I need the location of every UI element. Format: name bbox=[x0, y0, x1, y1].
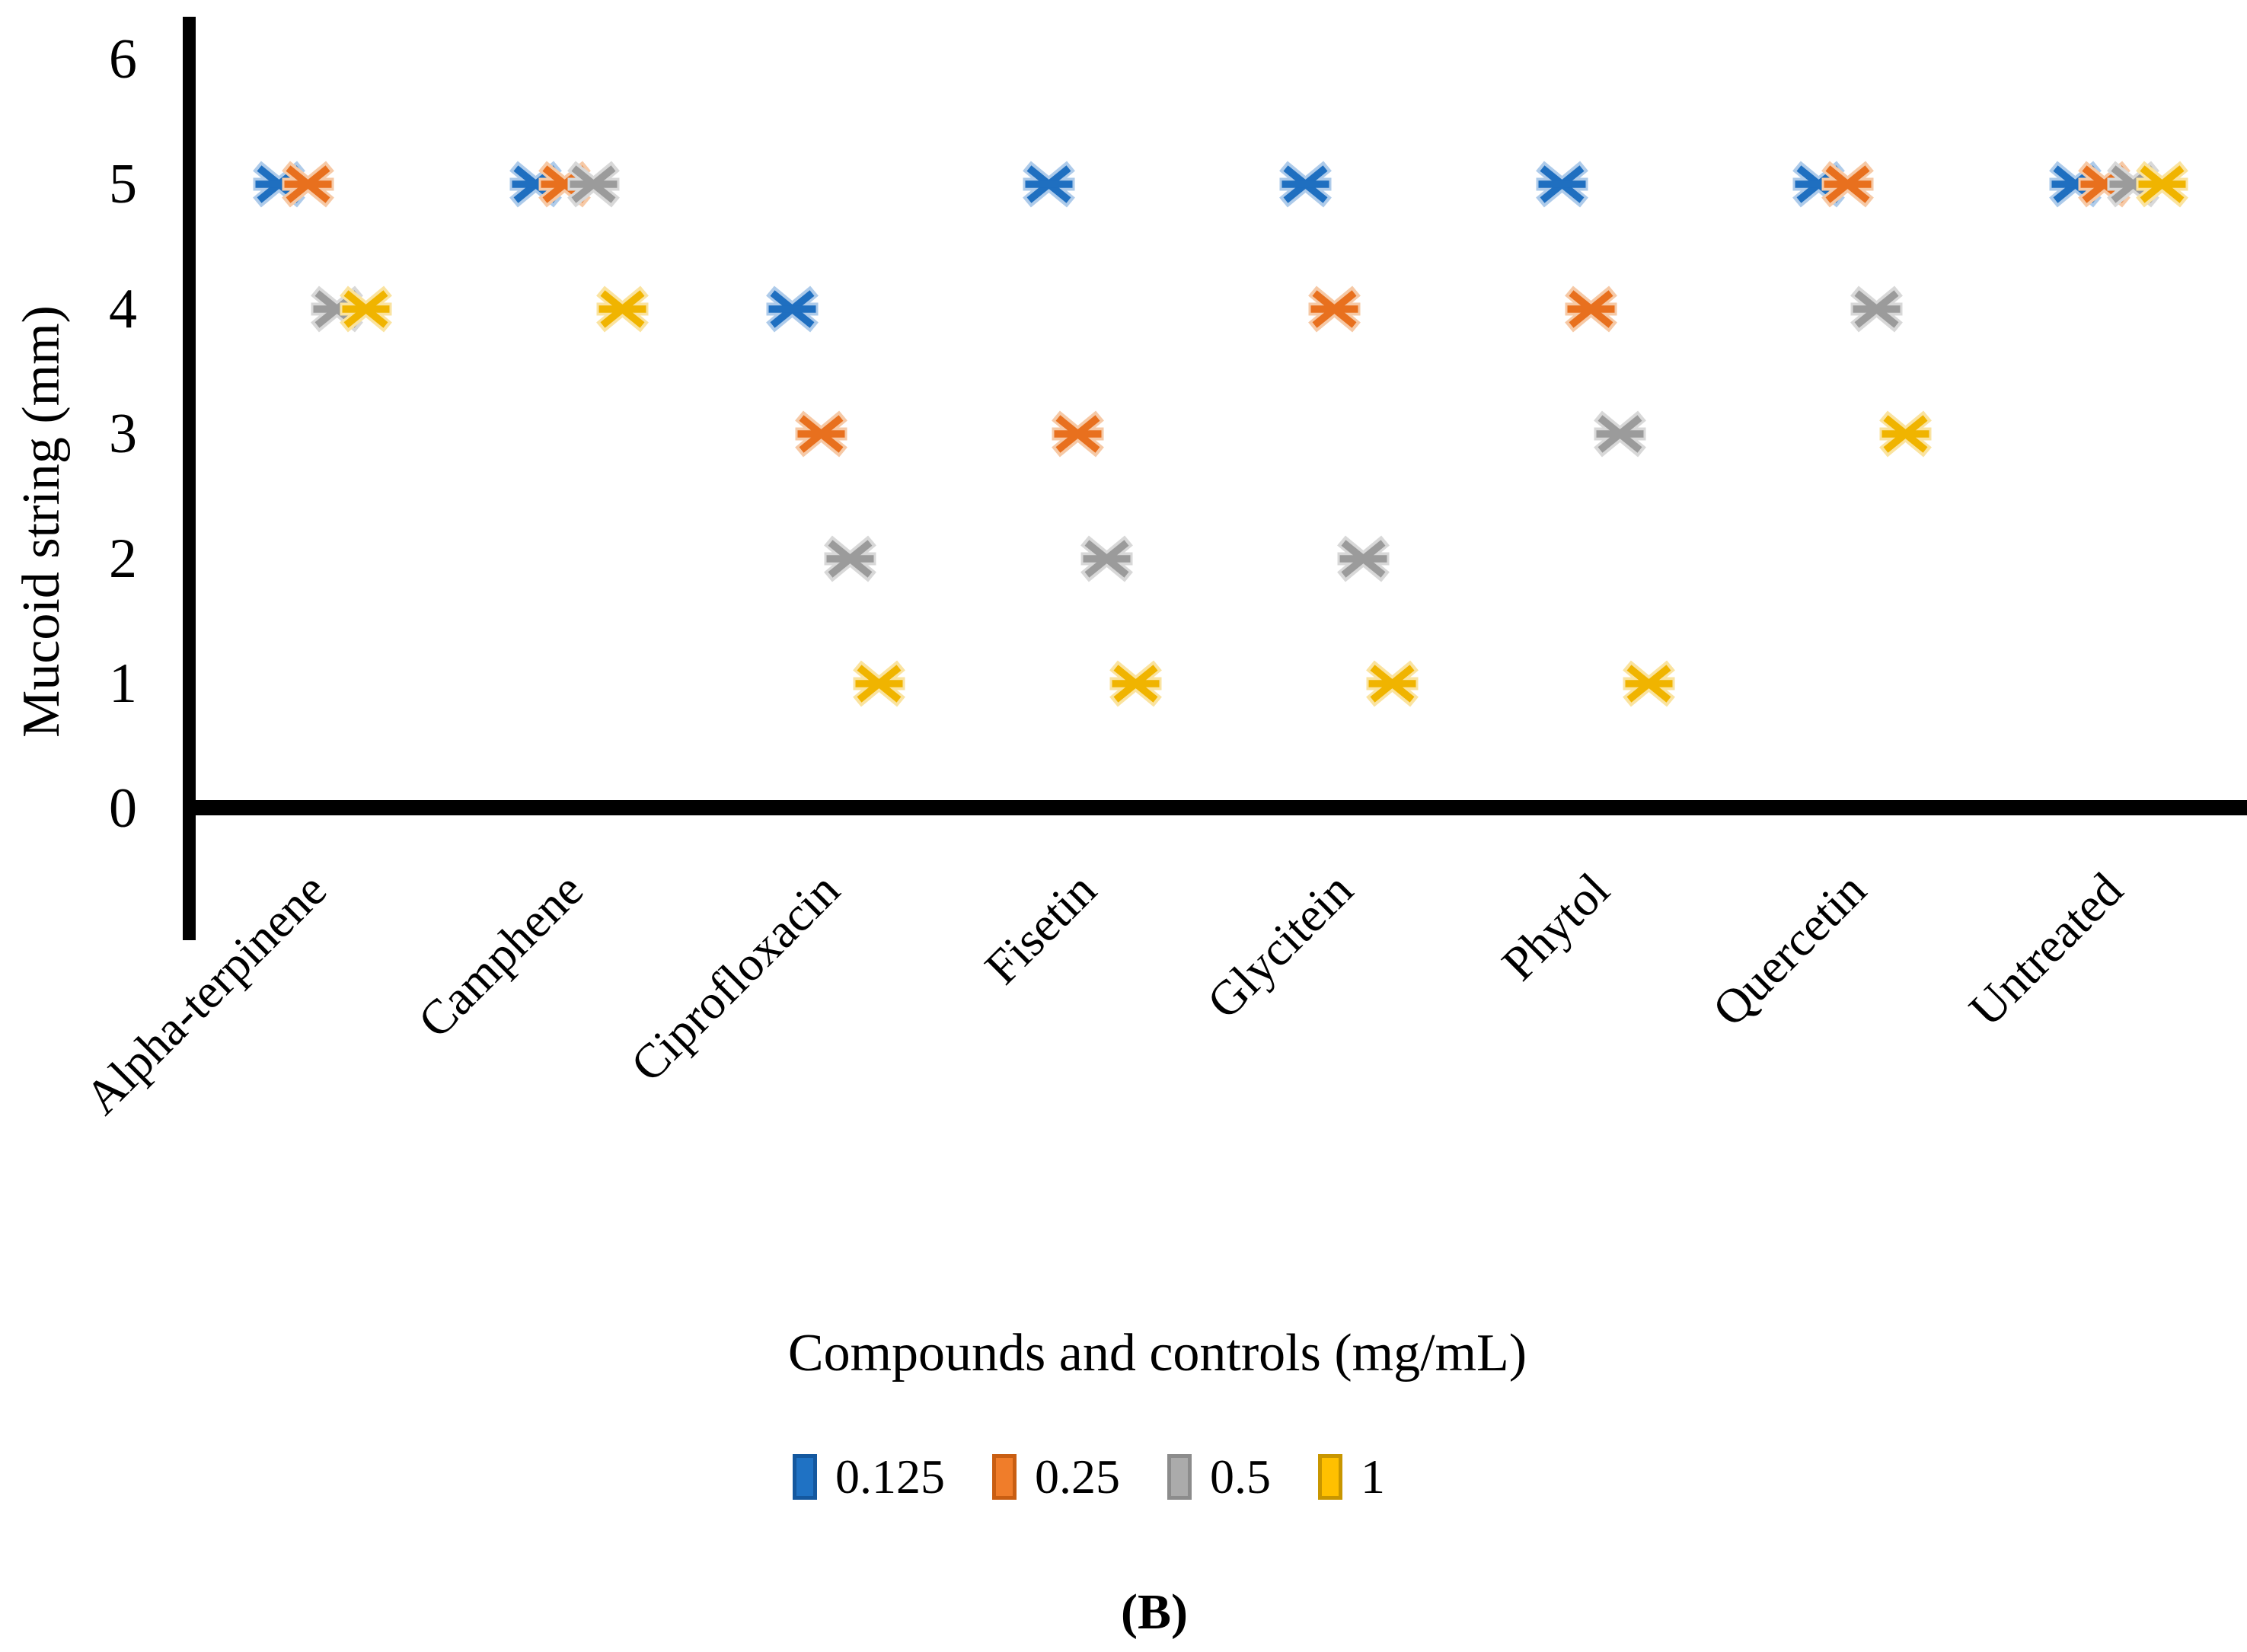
data-point-marker bbox=[1279, 161, 1332, 208]
data-point-marker bbox=[1623, 660, 1675, 707]
data-point-marker bbox=[596, 285, 649, 333]
x-axis-line bbox=[183, 800, 2247, 815]
y-tick-label-1: 1 bbox=[109, 652, 137, 715]
data-point-marker bbox=[1366, 660, 1419, 707]
figure-caption: (B) bbox=[1121, 1584, 1188, 1640]
legend-label: 0.125 bbox=[835, 1449, 945, 1504]
legend-swatch-icon bbox=[793, 1454, 817, 1500]
y-tick-label-6: 6 bbox=[109, 28, 137, 91]
data-point-marker bbox=[1080, 535, 1133, 582]
data-point-marker bbox=[1821, 161, 1874, 208]
data-point-marker bbox=[1536, 161, 1588, 208]
data-point-marker bbox=[1023, 161, 1075, 208]
legend-label: 0.25 bbox=[1035, 1449, 1120, 1504]
plot-area bbox=[253, 161, 2188, 707]
y-tick-label-5: 5 bbox=[109, 153, 137, 215]
x-axis-title: Compounds and controls (mg/mL) bbox=[787, 1324, 1527, 1383]
data-point-marker bbox=[282, 161, 334, 208]
data-point-marker bbox=[853, 660, 905, 707]
data-point-marker bbox=[795, 410, 847, 458]
legend-swatch-icon bbox=[1167, 1454, 1192, 1500]
data-point-marker bbox=[1109, 660, 1162, 707]
y-tick-label-2: 2 bbox=[109, 528, 137, 590]
legend-label: 0.5 bbox=[1210, 1449, 1271, 1504]
legend-label: 1 bbox=[1361, 1449, 1385, 1504]
legend-item-0.25: 0.25 bbox=[992, 1453, 1120, 1501]
data-point-marker bbox=[1565, 285, 1617, 333]
legend-item-0.125: 0.125 bbox=[793, 1453, 945, 1501]
data-point-marker bbox=[1594, 410, 1646, 458]
y-tick-label-4: 4 bbox=[109, 278, 137, 340]
data-point-marker bbox=[567, 161, 620, 208]
data-point-marker bbox=[1850, 285, 1903, 333]
chart-legend: 0.125 0.25 0.5 1 bbox=[793, 1453, 1385, 1501]
data-point-marker bbox=[1337, 535, 1390, 582]
y-tick-label-0: 0 bbox=[109, 777, 137, 840]
data-point-marker bbox=[766, 285, 819, 333]
data-point-marker bbox=[2136, 161, 2188, 208]
data-point-marker bbox=[824, 535, 876, 582]
legend-item-1: 1 bbox=[1318, 1453, 1385, 1501]
legend-item-0.5: 0.5 bbox=[1167, 1453, 1271, 1501]
legend-swatch-icon bbox=[992, 1454, 1017, 1500]
legend-swatch-icon bbox=[1318, 1454, 1342, 1500]
data-point-marker bbox=[340, 285, 392, 333]
data-point-marker bbox=[1879, 410, 1932, 458]
y-tick-label-3: 3 bbox=[109, 403, 137, 465]
y-axis-line bbox=[183, 17, 196, 940]
data-point-marker bbox=[1052, 410, 1104, 458]
data-point-marker bbox=[1308, 285, 1361, 333]
